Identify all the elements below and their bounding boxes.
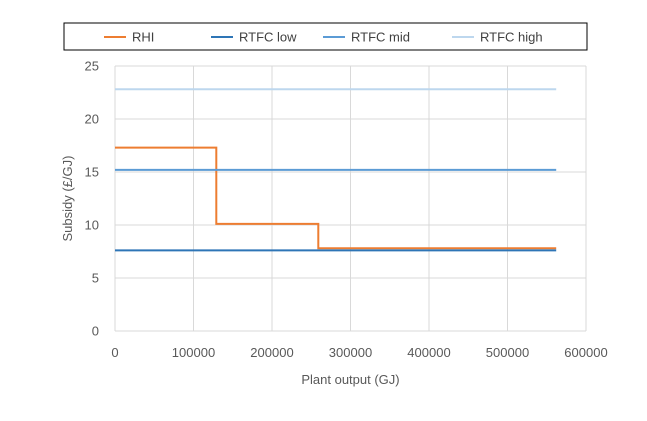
x-tick-label: 300000 <box>329 345 372 360</box>
grid-layer <box>114 65 587 332</box>
y-tick-label: 5 <box>92 271 99 286</box>
x-tick-label: 0 <box>111 345 118 360</box>
x-tick-label: 400000 <box>407 345 450 360</box>
legend-label-rhi: RHI <box>132 30 154 45</box>
x-axis-title: Plant output (GJ) <box>301 372 399 387</box>
tick-layer: 0 5 10 15 20 25 0 100000 200000 300000 400000 50000… <box>85 59 608 361</box>
y-tick-label: 10 <box>85 218 99 233</box>
legend: RHI RTFC low RTFC mid RTFC high <box>63 22 588 51</box>
y-axis-title: Subsidy (£/GJ) <box>60 156 75 242</box>
legend-label-rtfc-low: RTFC low <box>239 30 297 45</box>
y-tick-label: 0 <box>92 324 99 339</box>
x-tick-label: 600000 <box>564 345 607 360</box>
x-tick-label: 500000 <box>486 345 529 360</box>
series-line-rhi <box>115 146 557 250</box>
x-tick-label: 100000 <box>172 345 215 360</box>
y-tick-label: 20 <box>85 112 99 127</box>
legend-label-rtfc-high: RTFC high <box>480 30 543 45</box>
x-tick-label: 200000 <box>250 345 293 360</box>
legend-label-rtfc-mid: RTFC mid <box>351 30 410 45</box>
series-layer <box>115 88 557 252</box>
legend-items: RHI RTFC low RTFC mid RTFC high <box>104 30 543 45</box>
y-tick-label: 15 <box>85 165 99 180</box>
y-tick-label: 25 <box>85 59 99 74</box>
